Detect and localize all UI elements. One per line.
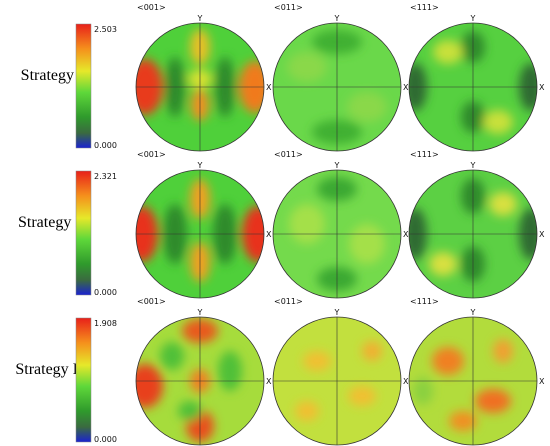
intensity-blob [289, 204, 325, 244]
color-scale-bar [75, 170, 92, 296]
intensity-blob [489, 192, 517, 216]
pole-figure-title: <011> [274, 150, 303, 159]
intensity-blob [475, 389, 511, 413]
intensity-contours [295, 341, 382, 421]
y-axis-label: Y [470, 14, 476, 23]
pole-figure-title: <111> [410, 150, 439, 159]
y-axis-label: Y [334, 14, 340, 23]
pole-figure-title: <001> [137, 150, 166, 159]
y-axis-label: Y [334, 161, 340, 170]
intensity-blob [287, 52, 327, 82]
x-axis-label: X [539, 83, 545, 92]
intensity-contours [136, 29, 264, 121]
y-axis-label: Y [334, 308, 340, 317]
intensity-blob [362, 341, 382, 361]
scale-max-label: 2.503 [94, 25, 117, 34]
color-scale-bar [75, 317, 92, 443]
row-label: Strategy III [15, 361, 88, 378]
intensity-blob [178, 401, 202, 421]
intensity-blob [348, 386, 376, 406]
scale-max-label: 2.321 [94, 172, 117, 181]
intensity-blob [449, 411, 477, 431]
y-axis-label: Y [470, 161, 476, 170]
intensity-blob [429, 252, 457, 276]
intensity-blob [349, 224, 385, 264]
row-label: Strategy I [21, 67, 84, 84]
x-axis-label: X [266, 377, 272, 386]
x-axis-label: X [403, 83, 409, 92]
scale-min-label: 0.000 [94, 288, 117, 297]
intensity-blob [433, 40, 463, 64]
intensity-blob [493, 339, 513, 363]
pole-figure-title: <111> [410, 297, 439, 306]
y-axis-label: Y [197, 308, 203, 317]
scale-max-label: 1.908 [94, 319, 117, 328]
x-axis-label: X [539, 230, 545, 239]
intensity-blob [160, 342, 184, 370]
x-axis-label: X [266, 83, 272, 92]
y-axis-label: Y [470, 308, 476, 317]
color-scale-bar [75, 23, 92, 149]
y-axis-label: Y [197, 14, 203, 23]
intensity-blob [303, 351, 331, 371]
y-axis-label: Y [197, 161, 203, 170]
x-axis-label: X [403, 377, 409, 386]
pole-figure-title: <001> [137, 3, 166, 12]
scale-min-label: 0.000 [94, 435, 117, 444]
x-axis-label: X [403, 230, 409, 239]
pole-figure-title: <011> [274, 297, 303, 306]
pole-figure-title: <011> [274, 3, 303, 12]
intensity-blob [295, 401, 319, 421]
intensity-blob [432, 347, 464, 375]
x-axis-label: X [539, 377, 545, 386]
scale-min-label: 0.000 [94, 141, 117, 150]
intensity-blob [136, 364, 163, 408]
intensity-blob [483, 110, 513, 134]
intensity-blob [347, 92, 387, 122]
intensity-contours [413, 339, 513, 431]
pole-figure-title: <111> [410, 3, 439, 12]
pole-figure-title: <001> [137, 297, 166, 306]
intensity-blob [413, 377, 433, 405]
intensity-blob [218, 351, 242, 391]
x-axis-label: X [266, 230, 272, 239]
row-label: Strategy II [18, 214, 86, 231]
